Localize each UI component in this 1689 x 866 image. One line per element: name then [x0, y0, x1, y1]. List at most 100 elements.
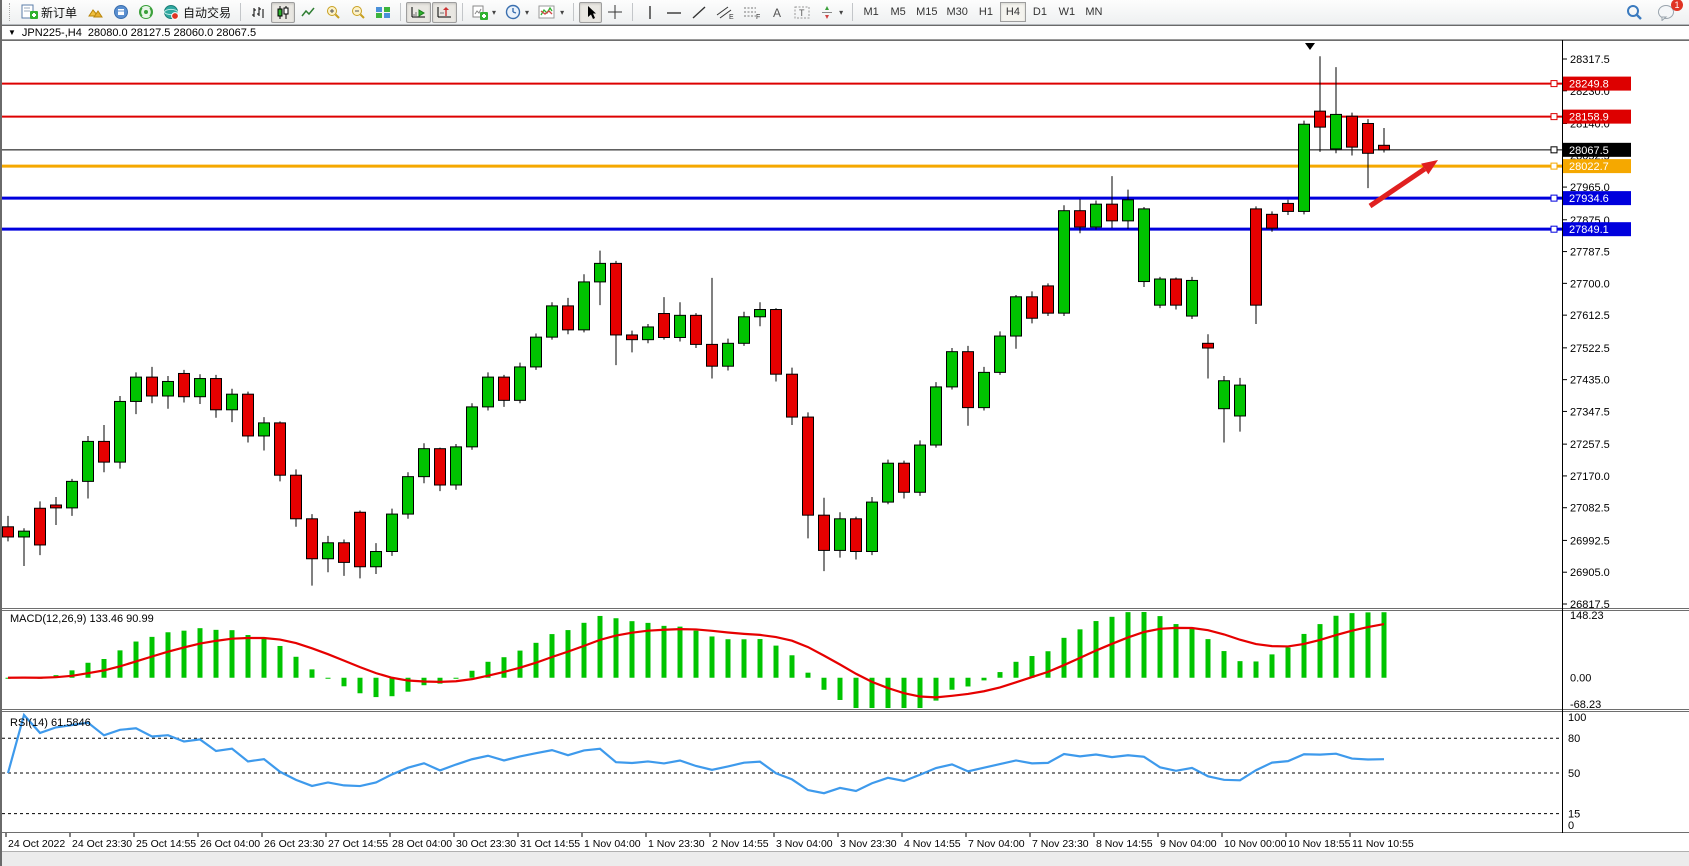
- macd-histogram-bar: [837, 677, 843, 700]
- text-icon: A: [773, 6, 781, 20]
- macd-pane[interactable]: MACD(12,26,9) 133.46 90.99: [5, 612, 1387, 708]
- signal-button[interactable]: [134, 2, 158, 23]
- crosshair-button[interactable]: [603, 2, 627, 23]
- line-anchor-marker[interactable]: [1550, 194, 1558, 202]
- price-badge: [1563, 109, 1631, 124]
- tab-timeframe-m5[interactable]: M5: [890, 6, 906, 18]
- tab-timeframe-m15[interactable]: M15: [916, 6, 938, 18]
- macd-histogram-bar: [805, 672, 811, 678]
- macd-histogram-bar: [453, 677, 459, 679]
- price-tick-label: 27787.5: [1570, 247, 1610, 259]
- candle-bull: [322, 542, 334, 560]
- arrow-annotation-head[interactable]: [1421, 160, 1438, 175]
- period-clock-icon: [505, 4, 521, 20]
- price-tick-label: 27700.0: [1570, 278, 1610, 290]
- candlestick-type-button[interactable]: [271, 1, 296, 23]
- chart-shift-marker-icon[interactable]: [1305, 43, 1315, 50]
- macd-histogram-bar: [1253, 661, 1259, 678]
- vertical-line-button[interactable]: [638, 2, 661, 23]
- channel-button[interactable]: E: [712, 2, 738, 23]
- line-anchor-marker[interactable]: [1550, 162, 1558, 170]
- macd-histogram-bar: [101, 659, 107, 678]
- candle-bear: [1346, 115, 1358, 148]
- macd-histogram-bar: [1205, 639, 1211, 678]
- calendar-button[interactable]: [109, 2, 133, 23]
- macd-histogram-bar: [357, 677, 363, 694]
- chart-area[interactable]: 28317.528230.028140.028052.527965.027875…: [2, 40, 1689, 866]
- zoom-out-button[interactable]: [346, 2, 370, 23]
- rsi-pane[interactable]: RSI(14) 61.5846: [2, 712, 1562, 815]
- tab-timeframe-m1[interactable]: M1: [863, 6, 879, 18]
- search-button[interactable]: [1621, 2, 1647, 23]
- line-chart-icon: [301, 7, 315, 16]
- gold-button[interactable]: [82, 2, 108, 23]
- chart-shift-button[interactable]: [432, 1, 458, 23]
- cursor-button[interactable]: [579, 1, 603, 23]
- indicators-button[interactable]: ▾: [534, 2, 568, 23]
- auto-trading-button[interactable]: 自动交易: [159, 2, 235, 23]
- chevron-down-icon: ▾: [525, 7, 530, 17]
- text-button[interactable]: A: [766, 2, 789, 23]
- candle-bear: [1026, 296, 1038, 319]
- price-axis[interactable]: 28317.528230.028140.028052.527965.027875…: [1550, 54, 1631, 832]
- toolbar-grip[interactable]: [9, 3, 13, 21]
- label-button[interactable]: T: [790, 2, 814, 23]
- macd-histogram-bar: [117, 650, 123, 678]
- gold-icon: [88, 8, 103, 17]
- chart-symbol-title: JPN225-,H4: [21, 26, 82, 39]
- period-button[interactable]: ▾: [501, 2, 533, 23]
- zoom-in-button[interactable]: [321, 2, 345, 23]
- new-chart-button[interactable]: ▾: [468, 2, 500, 23]
- line-anchor-marker[interactable]: [1550, 80, 1558, 88]
- tile-windows-button[interactable]: [371, 2, 395, 23]
- fibonacci-button[interactable]: F: [739, 2, 765, 23]
- time-tick-label: 4 Nov 14:55: [904, 838, 961, 850]
- macd-histogram-bar: [1013, 661, 1019, 678]
- candle-bull: [1186, 279, 1198, 317]
- price-tick-label: 27170.0: [1570, 471, 1610, 483]
- tab-timeframe-m30[interactable]: M30: [946, 6, 968, 18]
- tab-timeframe-d1[interactable]: D1: [1032, 6, 1047, 18]
- macd-histogram-bar: [1061, 637, 1067, 678]
- candle-bear: [962, 351, 974, 409]
- auto-scroll-button[interactable]: [406, 1, 432, 23]
- line-anchor-marker[interactable]: [1550, 225, 1558, 233]
- new-order-button[interactable]: 新订单: [17, 2, 81, 23]
- tab-timeframe-w1[interactable]: W1: [1058, 6, 1076, 18]
- candle-bear: [2, 526, 14, 538]
- auto-scroll-icon: [411, 6, 426, 17]
- candle-bear: [786, 373, 798, 418]
- macd-histogram-bar: [597, 615, 603, 678]
- bar-chart-type-button[interactable]: [246, 2, 270, 23]
- candle-bear: [290, 474, 302, 520]
- line-anchor-marker[interactable]: [1550, 113, 1558, 121]
- notifications-button[interactable]: 1: [1653, 0, 1683, 23]
- new-chart-icon: [472, 5, 489, 20]
- toolbar-separator: [852, 3, 854, 21]
- macd-signal-line: [7, 623, 1385, 699]
- time-tick-label: 26 Oct 23:30: [264, 838, 324, 850]
- candle-bull: [834, 518, 846, 551]
- tab-timeframe-h4[interactable]: H4: [999, 2, 1026, 22]
- candle-bull: [418, 448, 430, 478]
- chart-menu-triangle-icon[interactable]: ▼: [8, 28, 16, 37]
- chart-window-titlebar[interactable]: ▼ JPN225-,H4 28080.0 28127.5 28060.0 280…: [2, 25, 1689, 40]
- time-axis[interactable]: 24 Oct 2022 24 Oct 23:30 25 Oct 14:55 26 Oc…: [5, 833, 1414, 850]
- candle-bull: [1138, 208, 1150, 283]
- time-tick-label: 24 Oct 2022: [8, 838, 65, 850]
- indicators-icon: [538, 5, 555, 18]
- main-chart-pane[interactable]: [2, 43, 1562, 586]
- arrows-tool-button[interactable]: ▾: [815, 2, 847, 23]
- tab-timeframe-mn[interactable]: MN: [1085, 6, 1103, 18]
- candle-bear: [1282, 202, 1294, 212]
- trendline-button[interactable]: [687, 2, 711, 23]
- rsi-label: RSI(14) 61.5846: [10, 717, 91, 729]
- chart-svg[interactable]: 28317.528230.028140.028052.527965.027875…: [2, 40, 1689, 866]
- macd-histogram-bar: [741, 639, 747, 678]
- arrow-annotation[interactable]: [1368, 166, 1427, 209]
- tab-timeframe-h1[interactable]: H1: [978, 6, 993, 18]
- signal-icon: [139, 5, 154, 19]
- line-chart-type-button[interactable]: [296, 2, 320, 23]
- horizontal-line-button[interactable]: [662, 2, 686, 23]
- line-anchor-marker[interactable]: [1550, 146, 1558, 154]
